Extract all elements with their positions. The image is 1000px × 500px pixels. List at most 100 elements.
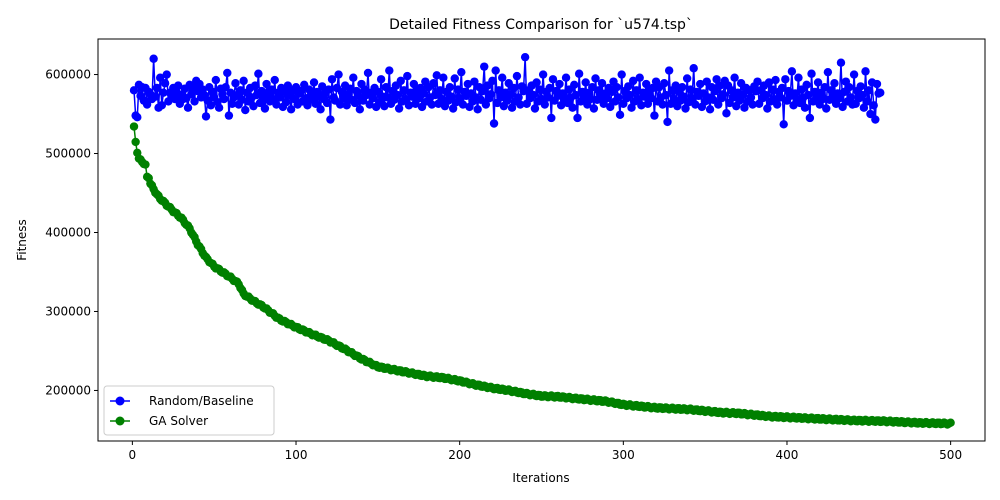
data-point-random-baseline xyxy=(738,90,747,100)
data-point-random-baseline xyxy=(846,93,855,102)
data-point-random-baseline xyxy=(417,102,427,112)
data-point-random-baseline xyxy=(211,75,221,85)
data-point-random-baseline xyxy=(327,75,337,84)
data-point-random-baseline xyxy=(681,104,690,113)
data-point-random-baseline xyxy=(602,94,612,103)
data-point-random-baseline xyxy=(275,93,284,102)
data-point-random-baseline xyxy=(794,73,803,82)
data-point-random-baseline xyxy=(761,90,770,100)
data-point-random-baseline xyxy=(617,70,626,79)
y-tick-label: 600000 xyxy=(45,68,91,82)
data-point-random-baseline xyxy=(624,82,633,91)
data-point-random-baseline xyxy=(303,101,312,110)
data-point-random-baseline xyxy=(201,112,211,121)
data-point-random-baseline xyxy=(151,92,160,101)
data-point-random-baseline xyxy=(712,75,721,84)
data-point-random-baseline xyxy=(457,67,466,77)
data-point-random-baseline xyxy=(597,79,607,88)
data-point-random-baseline xyxy=(183,103,193,112)
data-point-random-baseline xyxy=(309,78,319,87)
legend: Random/Baseline GA Solver xyxy=(103,385,275,436)
data-point-random-baseline xyxy=(149,54,158,63)
x-axis-label: Iterations xyxy=(512,471,569,485)
data-point-random-baseline xyxy=(540,100,549,109)
data-point-random-baseline xyxy=(162,70,171,79)
data-point-random-baseline xyxy=(157,101,167,110)
data-point-random-baseline xyxy=(429,79,438,88)
data-point-random-baseline xyxy=(545,83,554,93)
data-point-random-baseline xyxy=(606,102,615,112)
x-axis: 0 100 200 300 400 500 xyxy=(129,441,962,462)
data-point-random-baseline xyxy=(635,73,644,82)
data-point-random-baseline xyxy=(512,71,522,81)
y-tick-label: 500000 xyxy=(45,147,91,161)
data-point-random-baseline xyxy=(350,98,360,108)
data-point-random-baseline xyxy=(768,85,777,94)
data-point-random-baseline xyxy=(849,70,859,79)
data-point-random-baseline xyxy=(155,73,165,82)
y-tick-label: 400000 xyxy=(45,225,91,239)
data-point-random-baseline xyxy=(612,82,621,92)
data-point-random-baseline xyxy=(491,66,500,75)
data-point-random-baseline xyxy=(574,69,584,78)
data-point-random-baseline xyxy=(826,86,836,95)
legend-label-random: Random/Baseline xyxy=(149,394,254,408)
data-point-random-baseline xyxy=(249,101,258,111)
data-point-random-baseline xyxy=(152,83,162,93)
data-point-random-baseline xyxy=(439,73,448,82)
data-point-random-baseline xyxy=(448,104,458,113)
data-point-random-baseline xyxy=(337,87,347,97)
data-point-random-baseline xyxy=(820,82,829,92)
data-point-random-baseline xyxy=(219,94,229,104)
data-point-random-baseline xyxy=(663,117,672,127)
data-point-random-baseline xyxy=(822,104,831,113)
data-point-random-baseline xyxy=(316,105,325,114)
data-point-random-baseline xyxy=(591,74,600,83)
data-point-random-baseline xyxy=(568,103,577,112)
data-point-random-baseline xyxy=(432,71,441,80)
x-tick-label: 300 xyxy=(612,448,635,462)
data-point-random-baseline xyxy=(480,62,489,71)
data-point-random-baseline xyxy=(764,78,774,87)
data-point-random-baseline xyxy=(270,75,279,85)
data-point-random-baseline xyxy=(658,100,667,109)
data-point-random-baseline xyxy=(804,90,813,100)
data-point-random-baseline xyxy=(239,76,248,86)
data-point-random-baseline xyxy=(535,85,545,94)
y-axis: 200000 300000 400000 500000 600000 xyxy=(45,68,98,397)
data-point-random-baseline xyxy=(861,67,870,76)
data-point-random-baseline xyxy=(687,94,697,103)
data-point-random-baseline xyxy=(486,90,495,99)
data-point-random-baseline xyxy=(529,90,538,100)
data-point-random-baseline xyxy=(334,70,343,79)
data-point-random-baseline xyxy=(555,79,564,89)
data-point-random-baseline xyxy=(571,90,581,100)
data-point-random-baseline xyxy=(586,94,595,104)
data-point-random-baseline xyxy=(322,98,332,108)
data-point-random-baseline xyxy=(763,104,772,113)
plot-area xyxy=(129,52,955,429)
x-tick-label: 200 xyxy=(448,448,471,462)
data-point-random-baseline xyxy=(394,104,404,113)
data-point-random-baseline xyxy=(862,97,872,106)
data-point-random-baseline xyxy=(427,100,437,109)
data-point-random-baseline xyxy=(458,100,468,109)
data-point-random-baseline xyxy=(286,105,296,114)
data-point-random-baseline xyxy=(530,104,540,113)
data-point-random-baseline xyxy=(648,83,657,93)
data-point-random-baseline xyxy=(669,94,679,104)
data-point-random-baseline xyxy=(498,73,507,82)
data-point-random-baseline xyxy=(835,94,844,103)
data-point-random-baseline xyxy=(401,94,410,104)
data-point-random-baseline xyxy=(679,92,689,101)
x-tick-label: 100 xyxy=(285,448,308,462)
data-point-random-baseline xyxy=(561,73,571,82)
data-point-random-baseline xyxy=(296,86,306,96)
data-point-random-baseline xyxy=(661,90,671,100)
data-point-random-baseline xyxy=(455,94,464,103)
data-point-random-baseline xyxy=(614,93,623,102)
data-point-random-baseline xyxy=(646,94,656,103)
data-point-random-baseline xyxy=(514,93,523,102)
data-point-random-baseline xyxy=(231,79,240,88)
x-tick-label: 500 xyxy=(939,448,962,462)
